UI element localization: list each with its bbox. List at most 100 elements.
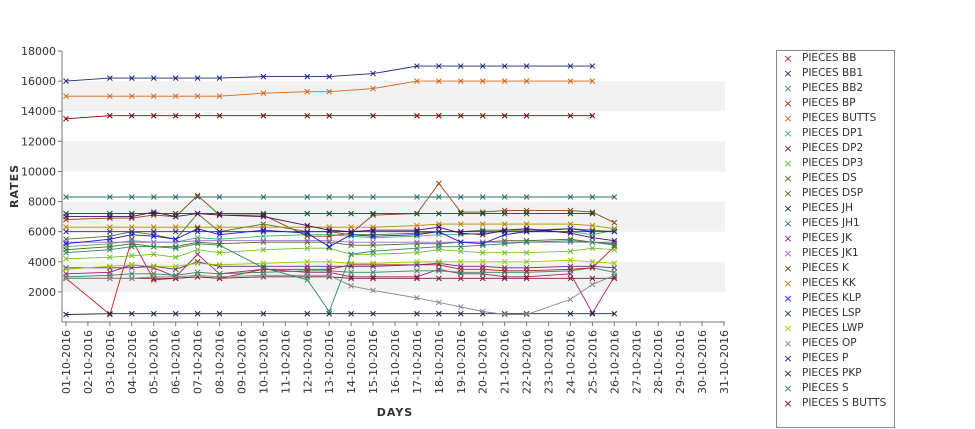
legend-item: × PIECES DP3 bbox=[777, 156, 894, 171]
data-point bbox=[107, 224, 113, 231]
data-point bbox=[479, 78, 486, 84]
legend-marker-icon: × bbox=[783, 52, 793, 65]
data-point bbox=[457, 258, 464, 265]
legend-item: × PIECES JH1 bbox=[777, 216, 894, 231]
series-line bbox=[63, 209, 618, 244]
data-point bbox=[436, 180, 442, 187]
data-point bbox=[128, 310, 135, 317]
data-point bbox=[348, 239, 354, 246]
legend-item: × PIECES LSP bbox=[777, 306, 894, 321]
data-point bbox=[501, 210, 508, 217]
data-point bbox=[150, 228, 157, 235]
data-point bbox=[260, 264, 267, 271]
data-point bbox=[150, 75, 157, 81]
data-point bbox=[567, 275, 574, 282]
data-point bbox=[150, 243, 157, 250]
data-point bbox=[107, 311, 113, 318]
data-point bbox=[370, 227, 376, 234]
data-point bbox=[501, 240, 508, 247]
data-point bbox=[216, 75, 223, 81]
legend-label: PIECES BB1 bbox=[802, 67, 864, 79]
data-point bbox=[589, 239, 596, 246]
legend-marker-icon: × bbox=[783, 262, 793, 275]
x-tick-label: 02-10-2016 bbox=[82, 330, 95, 394]
data-point bbox=[370, 248, 376, 255]
legend-item: × PIECES JK1 bbox=[777, 246, 894, 261]
x-tick-label: 05-10-2016 bbox=[148, 330, 161, 394]
data-point bbox=[172, 263, 179, 270]
series-line bbox=[63, 78, 596, 100]
data-point bbox=[414, 194, 420, 200]
data-point bbox=[436, 112, 442, 119]
data-point bbox=[589, 194, 596, 200]
data-point bbox=[589, 275, 596, 282]
data-point bbox=[63, 93, 69, 100]
data-point bbox=[150, 224, 157, 231]
x-tick-label: 20-10-2016 bbox=[477, 330, 490, 394]
series-line bbox=[63, 310, 618, 318]
data-point bbox=[107, 263, 113, 270]
data-point bbox=[436, 258, 442, 265]
data-point bbox=[194, 246, 201, 253]
data-point bbox=[567, 310, 574, 317]
data-point bbox=[479, 308, 486, 315]
legend-marker-icon: × bbox=[783, 367, 793, 380]
data-point bbox=[172, 194, 179, 200]
data-point bbox=[479, 263, 486, 270]
data-point bbox=[326, 237, 333, 244]
data-point bbox=[63, 275, 69, 282]
data-point bbox=[304, 112, 311, 119]
y-tick-label: 18000 bbox=[21, 45, 56, 58]
data-point bbox=[501, 310, 508, 317]
series-line bbox=[63, 112, 596, 122]
data-point bbox=[194, 260, 201, 267]
data-point bbox=[326, 243, 333, 250]
data-point bbox=[107, 236, 113, 243]
data-point bbox=[348, 260, 354, 267]
x-tick-label: 13-10-2016 bbox=[323, 330, 336, 394]
y-tick-label: 14000 bbox=[21, 105, 56, 118]
x-tick-label: 01-10-2016 bbox=[60, 330, 73, 394]
x-tick-label: 26-10-2016 bbox=[608, 330, 621, 394]
data-point bbox=[107, 213, 113, 220]
data-point bbox=[457, 304, 464, 310]
data-point bbox=[457, 263, 464, 270]
data-point bbox=[414, 267, 420, 274]
data-point bbox=[128, 224, 135, 231]
data-point bbox=[107, 228, 113, 235]
data-point bbox=[589, 310, 596, 316]
legend-item: × PIECES DP2 bbox=[777, 141, 894, 156]
data-point bbox=[63, 78, 69, 84]
data-point bbox=[523, 310, 530, 317]
x-tick-label: 25-10-2016 bbox=[586, 330, 599, 394]
data-point bbox=[260, 246, 267, 253]
legend-label: PIECES DP1 bbox=[802, 127, 864, 139]
data-point bbox=[523, 239, 530, 246]
data-point bbox=[414, 249, 420, 256]
data-point bbox=[414, 63, 420, 69]
data-point bbox=[589, 78, 596, 84]
data-point bbox=[172, 75, 179, 81]
legend-marker-icon: × bbox=[783, 142, 793, 155]
data-point bbox=[150, 233, 157, 240]
data-point bbox=[567, 263, 574, 270]
data-point bbox=[567, 194, 574, 200]
data-point bbox=[457, 78, 464, 84]
data-point bbox=[304, 263, 311, 270]
legend-label: PIECES LSP bbox=[802, 307, 861, 319]
x-tick-label: 15-10-2016 bbox=[367, 330, 380, 394]
data-point bbox=[326, 88, 333, 95]
data-point bbox=[216, 212, 223, 218]
data-point bbox=[172, 245, 179, 252]
x-axis-title: DAYS bbox=[377, 406, 413, 419]
legend-marker-icon: × bbox=[783, 127, 793, 140]
data-point bbox=[304, 237, 311, 244]
data-point bbox=[348, 283, 354, 289]
data-point bbox=[194, 240, 201, 247]
data-point bbox=[326, 112, 333, 119]
y-tick-label: 2000 bbox=[28, 286, 56, 299]
data-point bbox=[326, 233, 333, 240]
data-point bbox=[589, 245, 596, 252]
data-point bbox=[589, 310, 596, 317]
data-point bbox=[304, 194, 311, 200]
